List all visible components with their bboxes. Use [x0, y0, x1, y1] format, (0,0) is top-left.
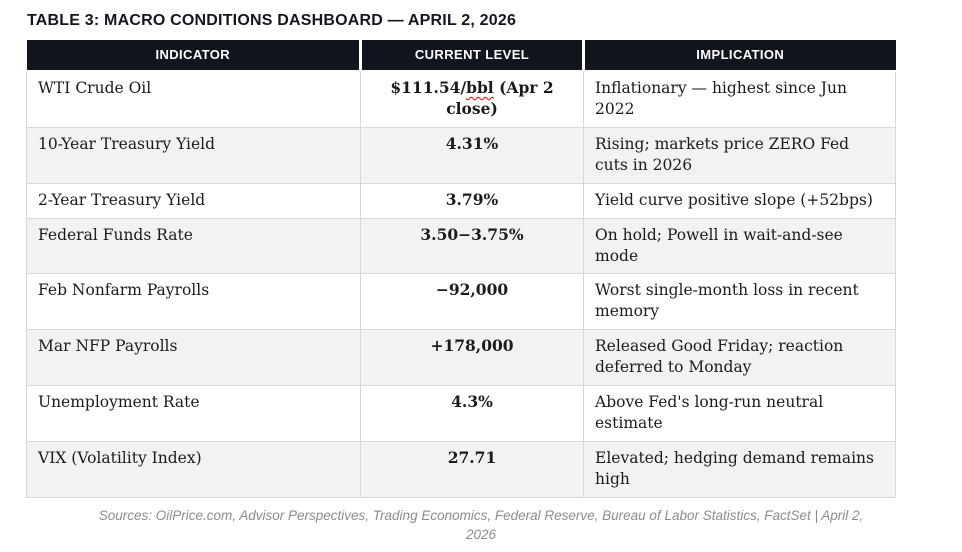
table-row: Mar NFP Payrolls +178,000 Released Good … [26, 329, 896, 387]
indicator-cell: Feb Nonfarm Payrolls [26, 273, 361, 331]
indicator-cell: 10-Year Treasury Yield [26, 126, 361, 184]
current-level-cell: −92,000 [360, 273, 584, 331]
indicator-cell: WTI Crude Oil [26, 70, 361, 128]
current-level-cell: 3.79% [360, 182, 584, 219]
table-row: WTI Crude Oil $111.54/bbl (Apr 2 close) … [26, 70, 896, 128]
table-row: 10-Year Treasury Yield 4.31% Rising; mar… [26, 126, 896, 184]
implication-cell: Elevated; hedging demand remains high [583, 440, 896, 498]
current-level-cell: $111.54/bbl (Apr 2 close) [360, 70, 584, 128]
implication-cell: On hold; Powell in wait-and-see mode [583, 217, 896, 275]
indicator-cell: Unemployment Rate [26, 385, 361, 442]
implication-cell: Inflationary — highest since Jun 2022 [583, 70, 896, 128]
sources-footnote: Sources: OilPrice.com, Advisor Perspecti… [98, 507, 864, 543]
implication-cell: Rising; markets price ZERO Fed cuts in 2… [583, 126, 896, 184]
current-level-cell: +178,000 [360, 329, 584, 387]
table-row: 2-Year Treasury Yield 3.79% Yield curve … [26, 182, 896, 219]
implication-cell: Above Fed's long-run neutral estimate [583, 385, 896, 442]
current-level-cell: 27.71 [360, 440, 584, 498]
implication-cell: Yield curve positive slope (+52bps) [583, 182, 896, 219]
page-title: TABLE 3: MACRO CONDITIONS DASHBOARD — AP… [27, 12, 517, 29]
table-row: Unemployment Rate 4.3% Above Fed's long-… [26, 385, 896, 442]
column-header-indicator: INDICATOR [26, 40, 361, 72]
table-header-row: INDICATOR CURRENT LEVEL IMPLICATION [26, 40, 896, 72]
macro-conditions-table: INDICATOR CURRENT LEVEL IMPLICATION WTI … [26, 40, 896, 498]
indicator-cell: Mar NFP Payrolls [26, 329, 361, 387]
column-header-current-level: CURRENT LEVEL [359, 40, 584, 72]
current-level-cell: 4.31% [360, 126, 584, 184]
implication-cell: Worst single-month loss in recent memory [583, 273, 896, 331]
implication-cell: Released Good Friday; reaction deferred … [583, 329, 896, 387]
table-row: Federal Funds Rate 3.50−3.75% On hold; P… [26, 217, 896, 275]
table-row: VIX (Volatility Index) 27.71 Elevated; h… [26, 440, 896, 498]
indicator-cell: Federal Funds Rate [26, 217, 361, 275]
level-text: $111.54/ [390, 78, 467, 97]
table-row: Feb Nonfarm Payrolls −92,000 Worst singl… [26, 273, 896, 331]
column-header-implication: IMPLICATION [582, 40, 896, 72]
indicator-cell: 2-Year Treasury Yield [26, 182, 361, 219]
current-level-cell: 4.3% [360, 385, 584, 442]
level-text: (Apr 2 close) [446, 78, 554, 118]
spellcheck-underline-word: bbl [466, 78, 494, 97]
indicator-cell: VIX (Volatility Index) [26, 440, 361, 498]
current-level-cell: 3.50−3.75% [360, 217, 584, 275]
